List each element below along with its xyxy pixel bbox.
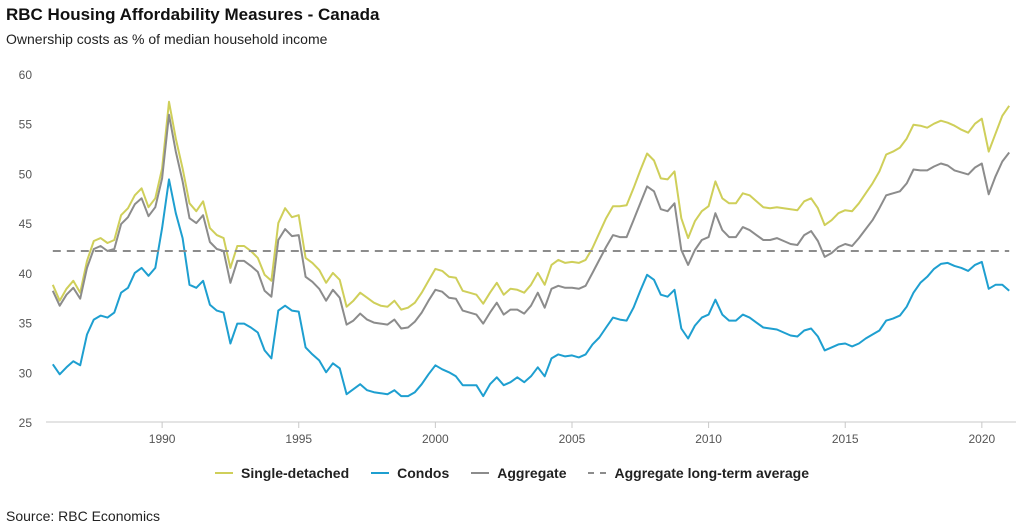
- y-tick-label: 40: [19, 267, 33, 281]
- chart-legend: Single-detached Condos Aggregate Aggregate …: [0, 465, 1024, 481]
- x-tick-label: 2015: [832, 432, 859, 446]
- y-tick-label: 30: [19, 366, 33, 380]
- series-line-condos: [51, 178, 1010, 398]
- legend-label: Condos: [397, 465, 450, 481]
- legend-item-single_detached: Single-detached: [215, 465, 349, 481]
- y-tick-label: 35: [19, 317, 33, 331]
- legend-swatch: [371, 472, 390, 474]
- y-tick-label: 45: [19, 217, 33, 231]
- legend-label: Aggregate long-term average: [614, 465, 809, 481]
- chart-title: RBC Housing Affordability Measures - Can…: [6, 5, 380, 24]
- legend-item-condos: Condos: [371, 465, 449, 481]
- chart-series: [51, 100, 1011, 398]
- x-tick-label: 2010: [695, 432, 722, 446]
- legend-swatch: [588, 472, 607, 474]
- legend-item-long_term_average: Aggregate long-term average: [588, 465, 809, 481]
- x-tick-label: 1995: [285, 432, 312, 446]
- y-tick-label: 25: [19, 416, 33, 430]
- series-line-aggregate: [51, 113, 1010, 330]
- series-line-single_detached: [51, 100, 1011, 311]
- legend-swatch: [471, 472, 490, 474]
- line-chart: 25 30 35 40 45 50 55 60 1990 1995 2000 2005 2010 2015…: [19, 68, 1016, 446]
- legend-item-aggregate: Aggregate: [471, 465, 566, 481]
- y-tick-label: 50: [19, 167, 33, 181]
- x-tick-label: 1990: [149, 432, 176, 446]
- x-tick-label: 2020: [968, 432, 995, 446]
- x-tick-label: 2000: [422, 432, 449, 446]
- legend-label: Aggregate: [497, 465, 567, 481]
- x-tick-label: 2005: [559, 432, 586, 446]
- legend-swatch: [215, 472, 233, 474]
- source-note: Source: RBC Economics: [6, 508, 161, 524]
- chart-subtitle: Ownership costs as % of median household…: [6, 31, 328, 47]
- legend-label: Single-detached: [241, 465, 350, 481]
- y-tick-label: 55: [19, 118, 33, 132]
- y-tick-label: 60: [19, 68, 33, 82]
- chart-axes: 25 30 35 40 45 50 55 60 1990 1995 2000 2005 2010 2015…: [19, 68, 1016, 446]
